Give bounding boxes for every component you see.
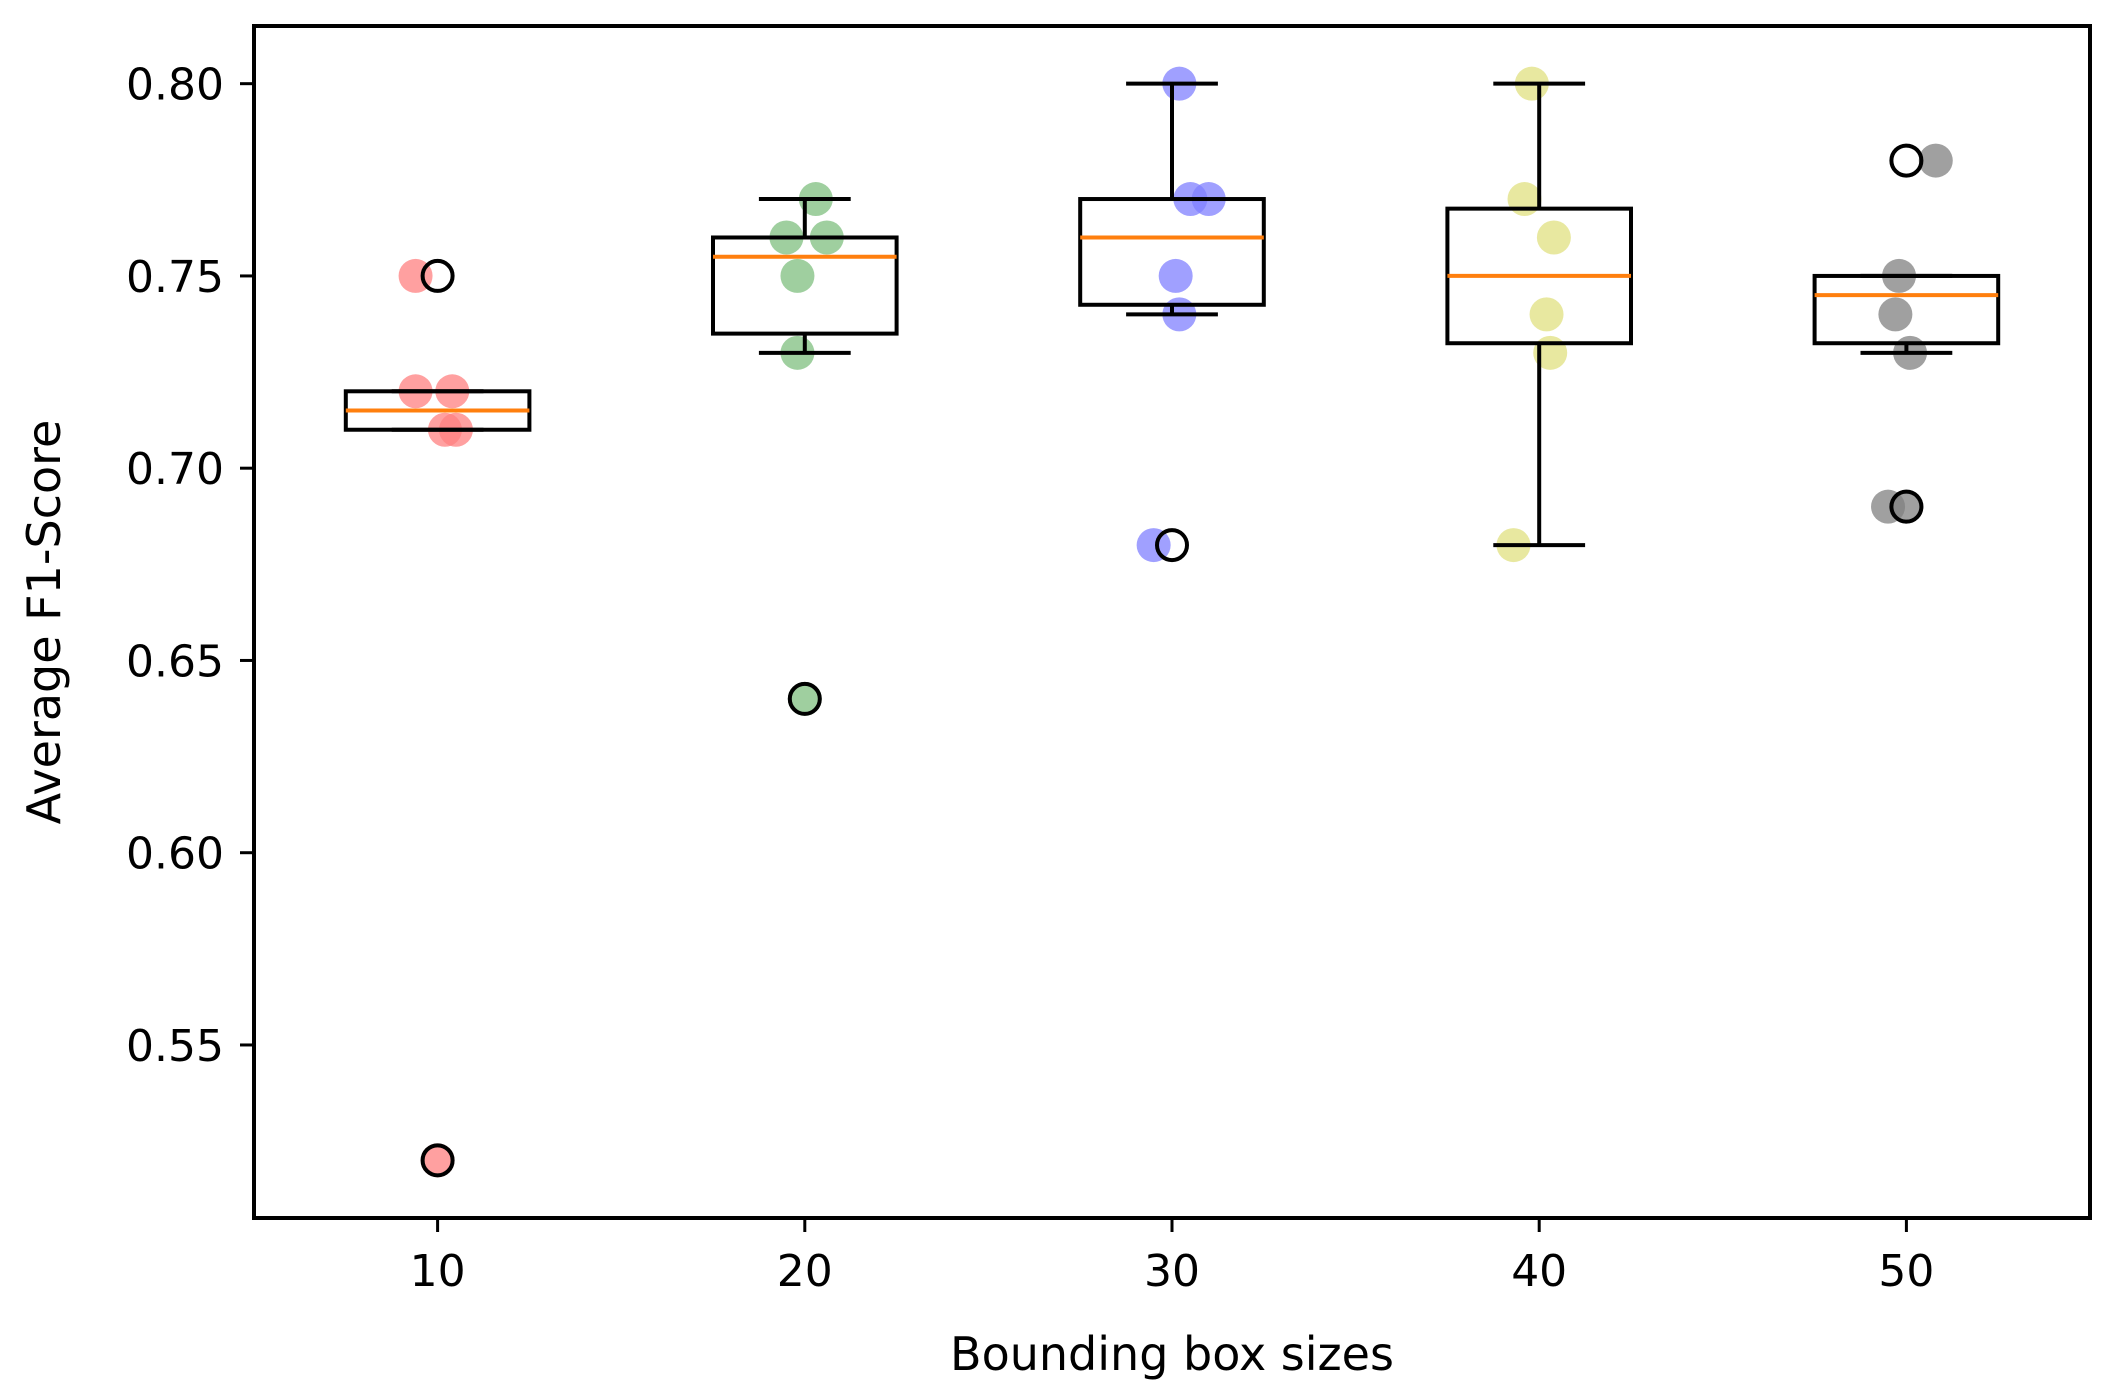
x-axis-label: Bounding box sizes bbox=[950, 1327, 1394, 1381]
y-tick-label: 0.65 bbox=[126, 636, 224, 687]
outlier-marker bbox=[420, 1143, 455, 1178]
box-iqr bbox=[711, 235, 899, 336]
data-point bbox=[1529, 297, 1564, 332]
y-tick-label: 0.80 bbox=[126, 60, 224, 111]
outlier-marker bbox=[420, 258, 455, 293]
data-point bbox=[1536, 220, 1571, 255]
data-point bbox=[780, 258, 815, 293]
box-iqr bbox=[1812, 273, 2001, 346]
outlier-marker bbox=[1155, 528, 1189, 563]
outlier-marker bbox=[1889, 489, 1924, 524]
data-point bbox=[420, 1143, 455, 1178]
data-point bbox=[1918, 143, 1953, 178]
x-tick-label: 30 bbox=[1144, 1246, 1200, 1297]
x-tick-label: 20 bbox=[777, 1246, 833, 1297]
x-tick-label: 40 bbox=[1511, 1246, 1567, 1297]
data-point bbox=[1158, 258, 1193, 293]
y-axis-label: Average F1-Score bbox=[17, 420, 71, 825]
ticks-layer: 10 20 30 40 50 0.55 0.60 0.65 0.70 0.75 0.80 bbox=[126, 60, 1934, 1297]
box-layer bbox=[343, 81, 2001, 1178]
y-tick-label: 0.75 bbox=[126, 252, 224, 303]
x-tick-label: 50 bbox=[1878, 1246, 1934, 1297]
y-tick-label: 0.60 bbox=[126, 829, 224, 880]
y-tick-label: 0.55 bbox=[126, 1021, 224, 1072]
x-tick-label: 10 bbox=[410, 1246, 466, 1297]
outlier-marker bbox=[787, 681, 822, 716]
box-iqr bbox=[1078, 197, 1266, 307]
y-tick-label: 0.70 bbox=[126, 444, 224, 495]
data-point bbox=[787, 681, 822, 716]
data-point bbox=[1889, 489, 1924, 524]
data-point bbox=[1878, 297, 1913, 332]
outlier-marker bbox=[1889, 143, 1924, 178]
data-point bbox=[1507, 182, 1542, 217]
